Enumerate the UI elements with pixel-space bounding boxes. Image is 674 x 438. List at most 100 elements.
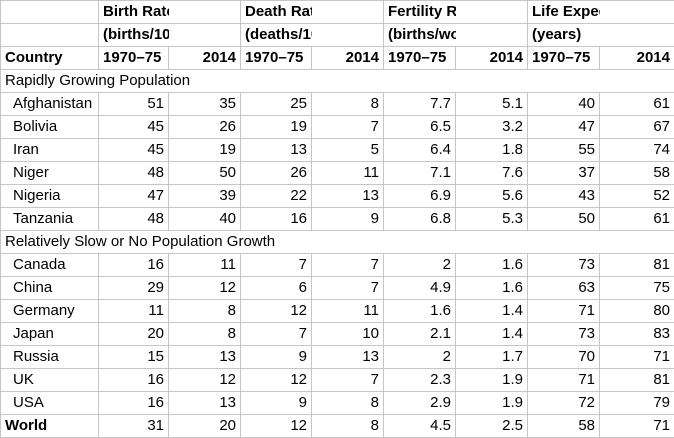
value-cell: 1.4 [455,299,528,323]
value-cell: 20 [98,322,169,346]
value-cell: 7 [240,322,312,346]
header-row-1: Birth Rate Death Rate Fertility Rate Lif… [0,0,674,24]
value-cell: 55 [527,138,600,162]
value-cell: 15 [98,345,169,369]
value-cell: 7 [240,253,312,277]
world-row: World 31 20 12 8 4.5 2.5 58 71 [0,414,674,438]
value-cell: 12 [168,368,241,392]
table-row: Tanzania 48 40 16 9 6.8 5.3 50 61 [0,207,674,231]
table-row: Japan 20 8 7 10 2.1 1.4 73 83 [0,322,674,346]
value-cell: 26 [240,161,312,185]
value-cell: 5 [311,138,384,162]
value-cell: 2.5 [455,414,528,438]
value-cell: 39 [168,184,241,208]
value-cell: 71 [599,345,674,369]
value-cell: 7 [311,276,384,300]
value-cell: 19 [240,115,312,139]
value-cell: 71 [599,414,674,438]
country-cell: USA [0,391,99,415]
section-title: Relatively Slow or No Population Growth [0,230,674,254]
value-cell: 29 [98,276,169,300]
value-cell: 9 [240,391,312,415]
value-cell: 37 [527,161,600,185]
country-cell: Bolivia [0,115,99,139]
value-cell: 2.1 [383,322,456,346]
table-row: Russia 15 13 9 13 2 1.7 70 71 [0,345,674,369]
table-row: Iran 45 19 13 5 6.4 1.8 55 74 [0,138,674,162]
country-cell: China [0,276,99,300]
country-cell: Nigeria [0,184,99,208]
value-cell: 12 [240,299,312,323]
value-cell: 45 [98,138,169,162]
value-cell: 5.6 [455,184,528,208]
value-cell: 13 [168,345,241,369]
value-cell: 4.5 [383,414,456,438]
value-cell: 13 [240,138,312,162]
value-cell: 6.9 [383,184,456,208]
value-cell: 6 [240,276,312,300]
value-cell: 5.1 [455,92,528,116]
table-row: Canada 16 11 7 7 2 1.6 73 81 [0,253,674,277]
value-cell: 26 [168,115,241,139]
fertility-rate-header: Fertility Rate [383,0,456,24]
period-header: 2014 [311,46,384,70]
value-cell: 31 [98,414,169,438]
value-cell: 63 [527,276,600,300]
country-cell: Iran [0,138,99,162]
life-expectancy-unit: (years) [527,23,600,47]
value-cell: 73 [527,253,600,277]
value-cell: 58 [599,161,674,185]
value-cell: 12 [168,276,241,300]
value-cell: 1.8 [455,138,528,162]
value-cell: 47 [527,115,600,139]
value-cell: 47 [98,184,169,208]
value-cell: 67 [599,115,674,139]
value-cell: 7 [311,115,384,139]
birth-rate-header: Birth Rate [98,0,169,24]
value-cell: 35 [168,92,241,116]
country-cell: Germany [0,299,99,323]
value-cell: 7 [311,253,384,277]
value-cell: 2.9 [383,391,456,415]
value-cell: 12 [240,368,312,392]
period-header: 1970–75 [240,46,312,70]
country-header: Country [0,46,99,70]
value-cell: 1.7 [455,345,528,369]
value-cell: 5.3 [455,207,528,231]
value-cell: 13 [168,391,241,415]
value-cell: 8 [168,299,241,323]
value-cell: 81 [599,253,674,277]
value-cell: 11 [168,253,241,277]
value-cell: 7 [311,368,384,392]
period-header: 2014 [455,46,528,70]
value-cell: 16 [240,207,312,231]
value-cell: 61 [599,207,674,231]
birth-rate-unit: (births/1000) [98,23,169,47]
value-cell: 48 [98,161,169,185]
death-rate-unit: (deaths/1000) [240,23,312,47]
country-cell: Japan [0,322,99,346]
life-expectancy-header: Life Expectancy [527,0,600,24]
value-cell: 6.8 [383,207,456,231]
value-cell: 1.6 [455,276,528,300]
value-cell: 58 [527,414,600,438]
value-cell: 10 [311,322,384,346]
value-cell: 2 [383,345,456,369]
value-cell: 13 [311,184,384,208]
death-rate-header: Death Rate [240,0,312,24]
country-cell: Afghanistan [0,92,99,116]
value-cell: 22 [240,184,312,208]
value-cell: 19 [168,138,241,162]
period-header: 2014 [168,46,241,70]
value-cell: 45 [98,115,169,139]
value-cell: 80 [599,299,674,323]
country-cell: Tanzania [0,207,99,231]
period-header: 1970–75 [98,46,169,70]
value-cell: 83 [599,322,674,346]
value-cell: 61 [599,92,674,116]
value-cell: 1.4 [455,322,528,346]
table-row: UK 16 12 12 7 2.3 1.9 71 81 [0,368,674,392]
section-row: Relatively Slow or No Population Growth [0,230,674,254]
value-cell: 11 [311,161,384,185]
